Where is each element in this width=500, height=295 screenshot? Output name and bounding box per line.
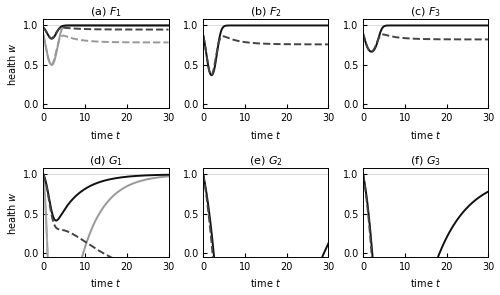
Title: (d) $G_1$: (d) $G_1$ (89, 155, 123, 168)
X-axis label: time $t$: time $t$ (90, 129, 122, 140)
X-axis label: time $t$: time $t$ (410, 277, 442, 289)
X-axis label: time $t$: time $t$ (250, 129, 282, 140)
Title: (a) $F_1$: (a) $F_1$ (90, 6, 122, 19)
Y-axis label: health $w$: health $w$ (6, 191, 18, 235)
X-axis label: time $t$: time $t$ (410, 129, 442, 140)
Title: (f) $G_3$: (f) $G_3$ (410, 155, 441, 168)
Title: (b) $F_2$: (b) $F_2$ (250, 6, 282, 19)
Title: (e) $G_2$: (e) $G_2$ (249, 155, 282, 168)
X-axis label: time $t$: time $t$ (90, 277, 122, 289)
Title: (c) $F_3$: (c) $F_3$ (410, 6, 441, 19)
Y-axis label: health $w$: health $w$ (6, 42, 18, 86)
X-axis label: time $t$: time $t$ (250, 277, 282, 289)
